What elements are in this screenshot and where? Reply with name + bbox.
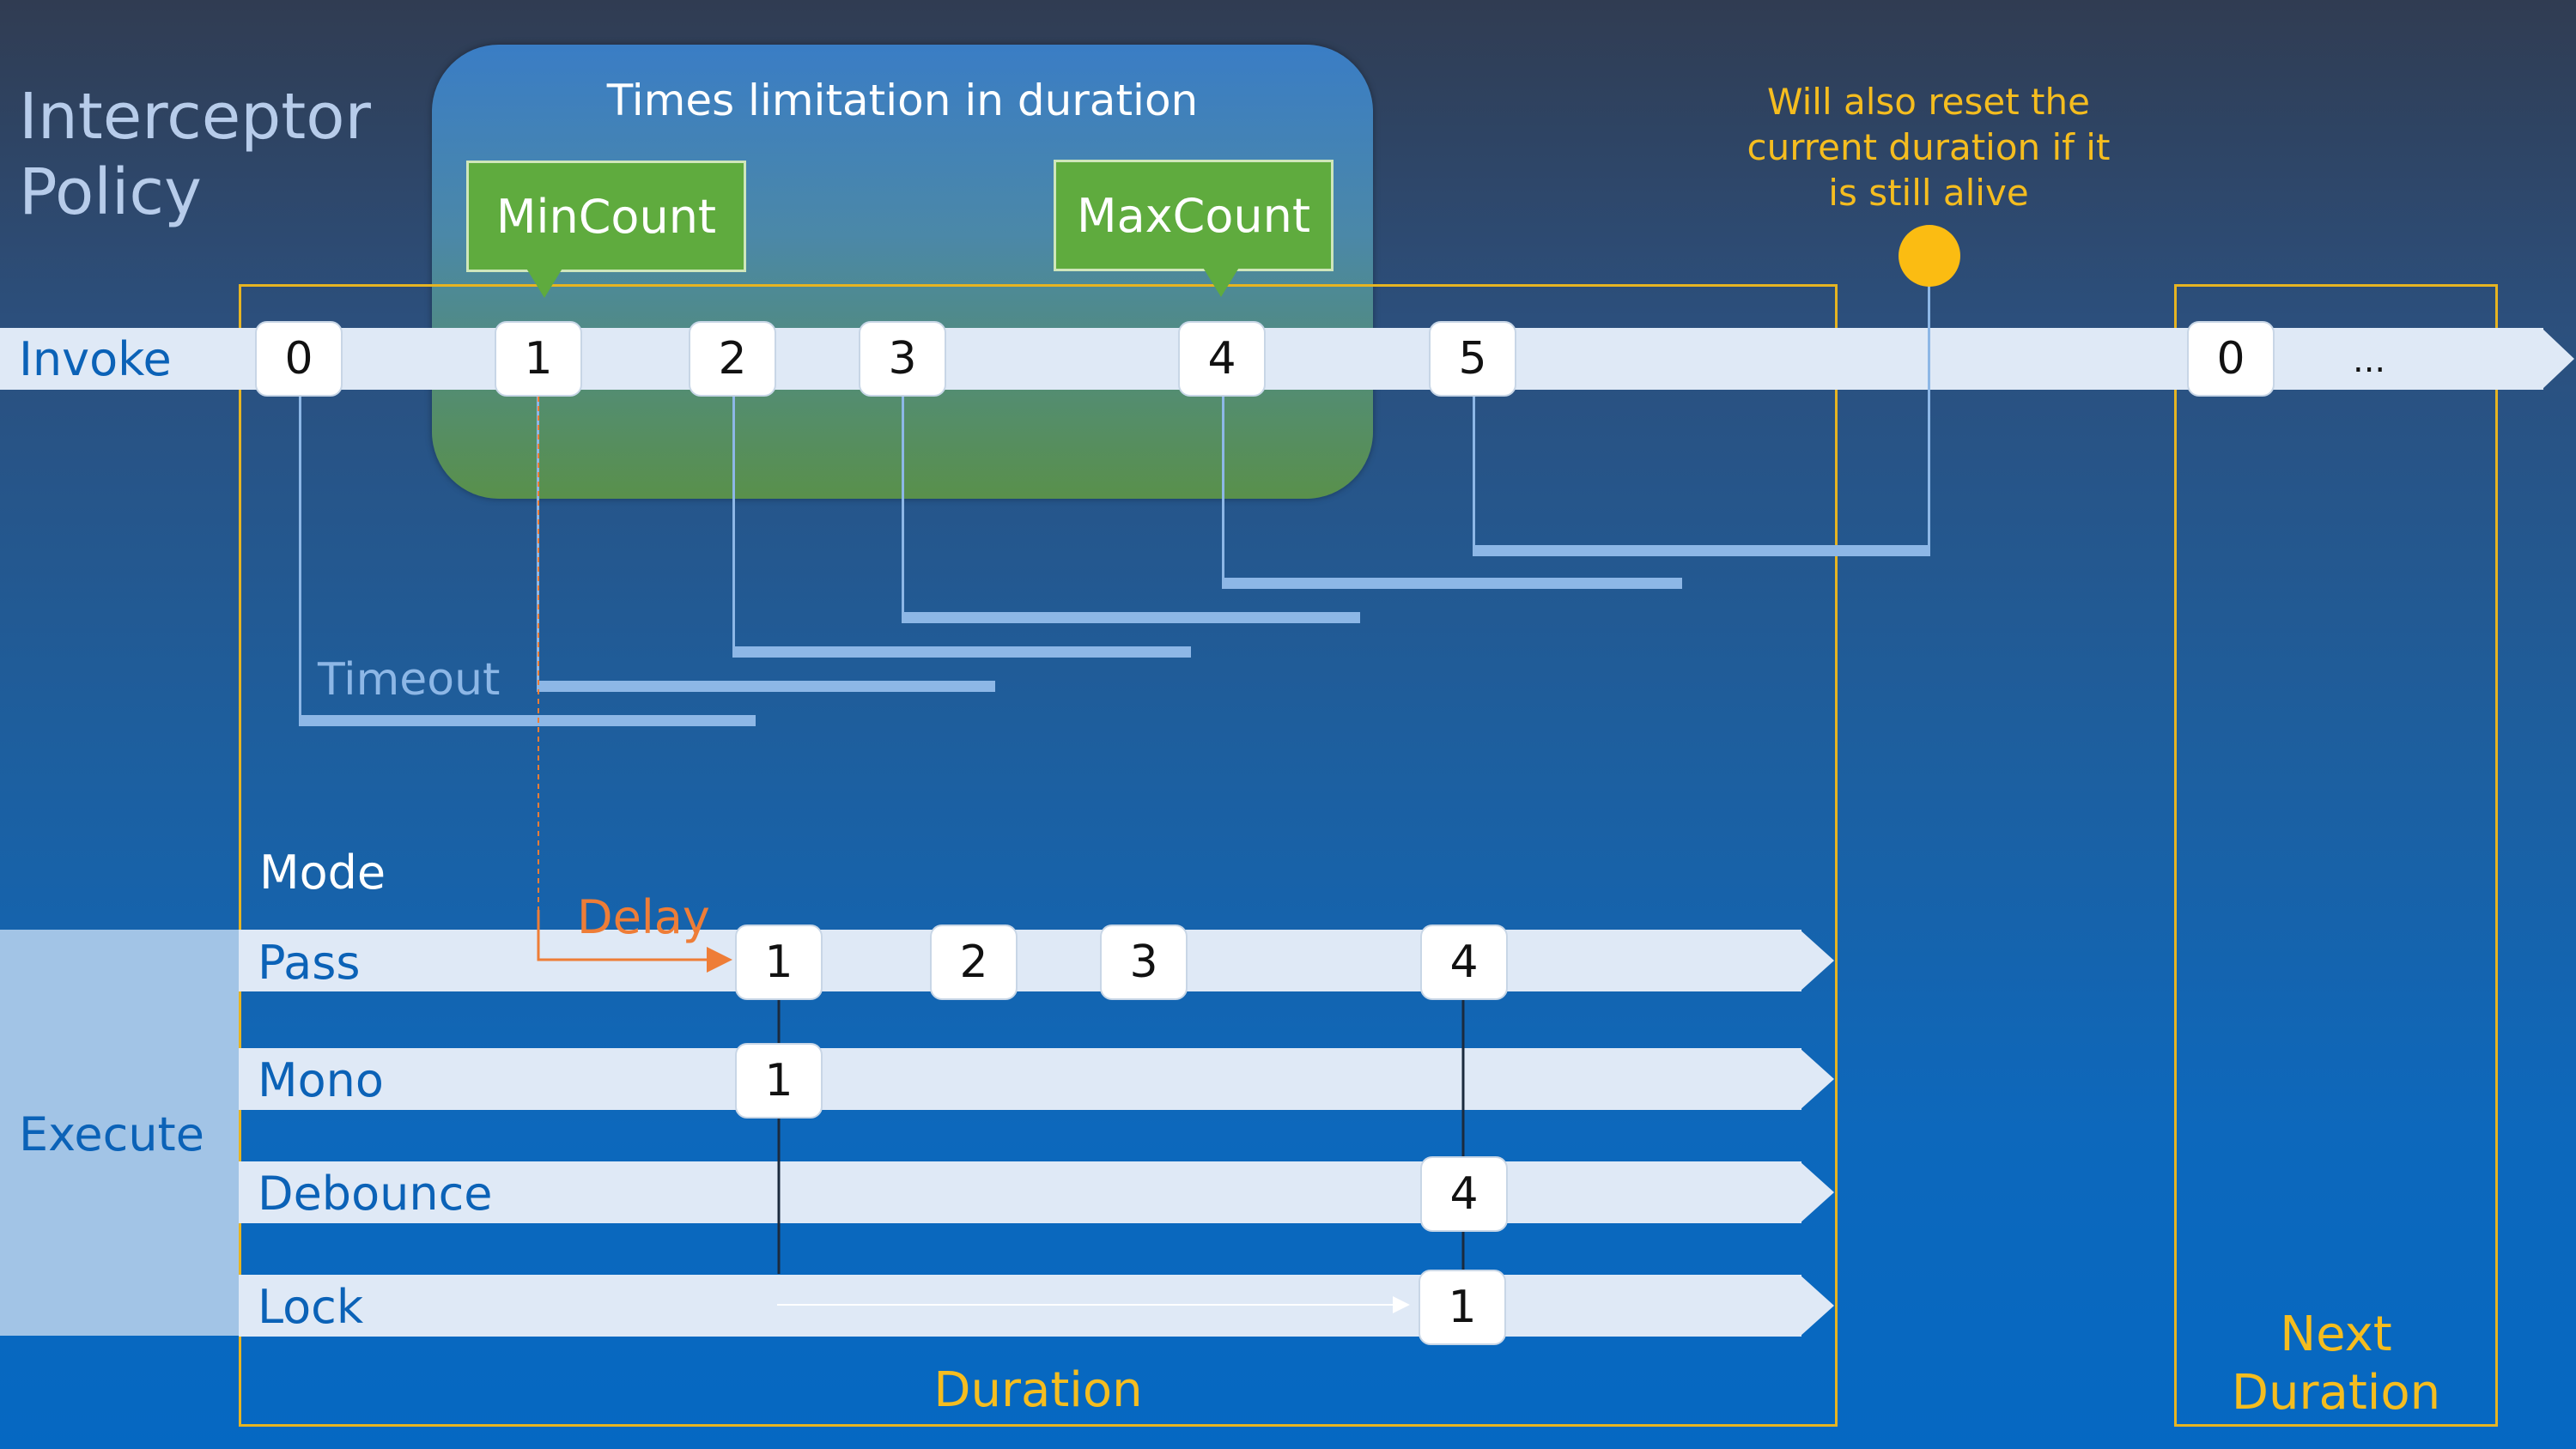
invoke-node: 2: [689, 321, 776, 397]
reset-annotation: Will also reset the current duration if …: [1747, 81, 2111, 214]
next-duration-label: Next Duration: [2231, 1307, 2441, 1421]
mode-track-mono: [239, 1048, 1801, 1110]
invoke-node: 0: [255, 321, 343, 397]
pass-node: 3: [1100, 925, 1188, 1000]
timeout-connector-0: [299, 397, 301, 721]
mode-mono-label: Mono: [258, 1053, 384, 1107]
invoke-node: 5: [1429, 321, 1516, 397]
timeout-bar-1: [537, 681, 995, 692]
mode-pass-label: Pass: [258, 936, 361, 990]
debounce-node: 4: [1420, 1156, 1508, 1232]
next-invoke-node: 0: [2187, 321, 2275, 397]
invoke-node: 4: [1178, 321, 1266, 397]
pass-node: 1: [735, 925, 823, 1000]
max-count-label: MaxCount: [1076, 188, 1310, 243]
timeout-connector-3: [902, 397, 904, 618]
min-count-callout: MinCount: [466, 161, 746, 272]
mode-track-debounce: [239, 1161, 1801, 1223]
mode-label: Mode: [259, 846, 386, 900]
invoke-track: [0, 328, 2543, 390]
max-count-callout: MaxCount: [1054, 160, 1334, 271]
min-count-callout-tail: [526, 267, 563, 298]
lock-node: 1: [1419, 1270, 1506, 1345]
mode-track-lock: [239, 1275, 1801, 1337]
timeout-connector-4: [1222, 397, 1224, 584]
next-duration-frame: [2174, 284, 2498, 1427]
timeout-connector-2: [732, 397, 735, 652]
mode-lock-label: Lock: [258, 1280, 364, 1334]
invoke-node: 1: [495, 321, 582, 397]
times-limitation-label: Times limitation in duration: [606, 76, 1199, 125]
timeout-connector-1: [537, 397, 539, 687]
mode-track-pass: [239, 930, 1801, 991]
pass-node: 4: [1420, 925, 1508, 1000]
page-title: Interceptor Policy: [19, 80, 371, 229]
delay-label: Delay: [577, 890, 710, 944]
invoke-node: 3: [859, 321, 946, 397]
execute-band: [0, 930, 239, 1336]
timeout-bar-2: [732, 646, 1191, 658]
max-count-callout-tail: [1202, 266, 1240, 297]
mode-debounce-label: Debounce: [258, 1167, 493, 1221]
duration-label: Duration: [933, 1362, 1143, 1418]
duration-frame: [239, 284, 1838, 1427]
mono-node: 1: [735, 1043, 823, 1119]
invoke-ellipsis: ...: [2353, 341, 2386, 380]
timeout-label: Timeout: [318, 654, 501, 706]
timeout-connector-5: [1473, 397, 1475, 551]
min-count-label: MinCount: [495, 189, 717, 244]
invoke-label: Invoke: [19, 332, 172, 386]
reset-connector: [1928, 283, 1930, 556]
reset-marker-dot: [1899, 225, 1960, 287]
timeout-bar-0: [299, 715, 756, 726]
execute-label: Execute: [19, 1107, 204, 1161]
pass-node: 2: [930, 925, 1018, 1000]
timeout-bar-3: [902, 612, 1360, 623]
timeout-bar-4: [1222, 578, 1682, 589]
timeout-bar-5: [1473, 545, 1930, 556]
